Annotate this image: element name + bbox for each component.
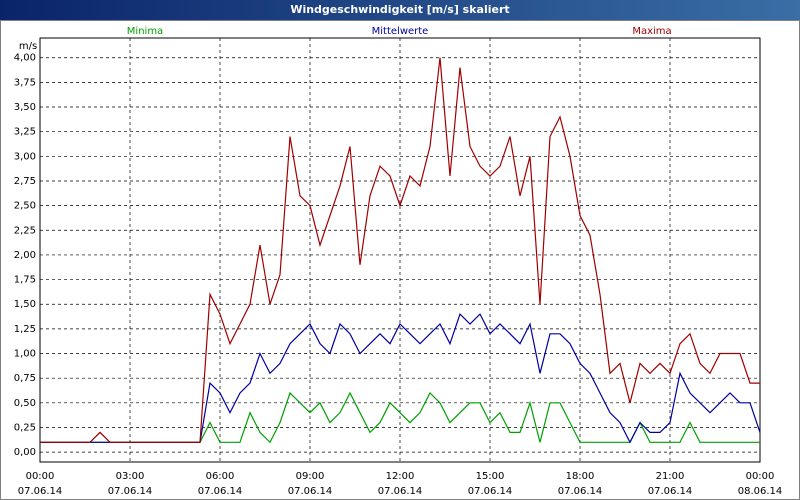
legend-label: Maxima <box>632 26 671 37</box>
y-tick-label: 0,00 <box>14 447 36 458</box>
y-tick-label: 3,75 <box>14 77 36 88</box>
x-tick-date: 07.06.14 <box>648 486 693 497</box>
x-tick-label: 06:00 <box>206 471 235 482</box>
x-tick-label: 03:00 <box>116 471 145 482</box>
chart-title: Windgeschwindigkeit [m/s] skaliert <box>290 3 509 16</box>
y-axis-label: m/s <box>19 41 37 52</box>
y-tick-label: 1,00 <box>14 349 36 360</box>
y-tick-label: 2,00 <box>14 250 36 261</box>
x-tick-label: 00:00 <box>26 471 55 482</box>
x-tick-date: 07.06.14 <box>558 486 603 497</box>
y-tick-label: 0,50 <box>14 398 36 409</box>
y-tick-label: 3,00 <box>14 151 36 162</box>
y-tick-label: 4,00 <box>14 53 36 64</box>
x-tick-label: 15:00 <box>476 471 505 482</box>
x-tick-label: 21:00 <box>656 471 685 482</box>
x-tick-date: 07.06.14 <box>288 486 333 497</box>
y-tick-label: 2,75 <box>14 176 36 187</box>
x-tick-label: 18:00 <box>566 471 595 482</box>
y-tick-label: 3,50 <box>14 102 36 113</box>
x-tick-date: 07.06.14 <box>378 486 423 497</box>
x-tick-date: 07.06.14 <box>198 486 243 497</box>
y-tick-label: 1,75 <box>14 275 36 286</box>
y-tick-label: 2,50 <box>14 201 36 212</box>
y-tick-label: 0,75 <box>14 373 36 384</box>
title-bar <box>0 0 800 20</box>
y-tick-label: 0,25 <box>14 422 36 433</box>
y-tick-label: 1,25 <box>14 324 36 335</box>
x-tick-label: 00:00 <box>746 471 775 482</box>
y-tick-label: 2,25 <box>14 225 36 236</box>
series-line <box>40 57 760 443</box>
x-tick-label: 09:00 <box>296 471 325 482</box>
y-tick-label: 3,25 <box>14 127 36 138</box>
y-tick-label: 1,50 <box>14 299 36 310</box>
legend-label: Mittelwerte <box>372 26 429 37</box>
x-tick-date: 07.06.14 <box>108 486 153 497</box>
x-tick-date: 07.06.14 <box>18 486 63 497</box>
x-tick-label: 12:00 <box>386 471 415 482</box>
x-tick-date: 07.06.14 <box>468 486 513 497</box>
legend-label: Minima <box>127 26 163 37</box>
x-tick-date: 08.06.14 <box>738 486 783 497</box>
